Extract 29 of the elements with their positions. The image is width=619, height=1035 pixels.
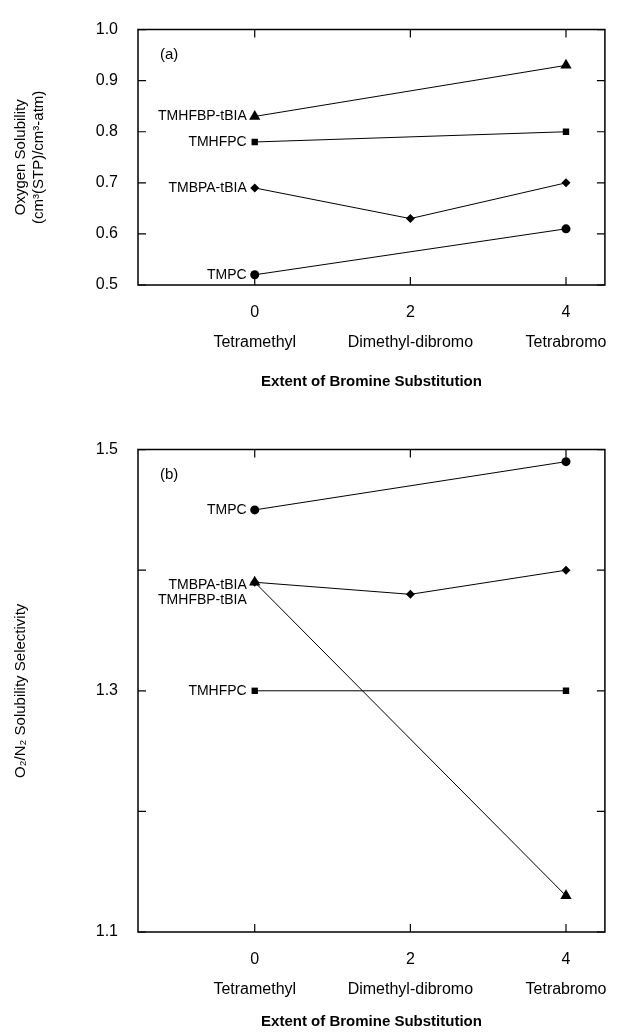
- annotation: (a): [160, 45, 179, 63]
- y-tick-label: 0.7: [95, 173, 119, 191]
- series-label: TMHFBP-tBIA: [158, 591, 248, 608]
- y-tick-label: 1.0: [95, 20, 119, 38]
- series-label: TMHFBP-tBIA: [158, 107, 248, 124]
- series-label: TMBPA-tBIA: [168, 178, 248, 195]
- x-tick-label: 2 Dimethyl-dibromo: [347, 302, 474, 351]
- y-tick-label: 0.8: [95, 122, 119, 140]
- x-axis-title: Extent of Bromine Substitution: [261, 372, 482, 390]
- y-tick-label: 0.6: [95, 224, 119, 242]
- y-axis-title: Oxygen Solubility (cm³(STP)/cm³-atm): [11, 90, 47, 224]
- x-tick-label: 4 Tetrabromo: [525, 302, 607, 351]
- x-tick-label: 4 Tetrabromo: [525, 949, 607, 998]
- y-tick-label: 1.1: [95, 922, 119, 940]
- y-tick-label: 0.9: [95, 71, 119, 89]
- series-label: TMHFPC: [188, 132, 247, 149]
- series-label: TMBPA-tBIA: [168, 576, 248, 593]
- series-label: TMPC: [207, 500, 247, 517]
- series-label: TMPC: [207, 265, 247, 282]
- y-tick-label: 1.5: [95, 440, 119, 458]
- y-tick-label: 0.5: [95, 275, 119, 293]
- y-axis-title: O₂/N₂ Solubility Selectivity: [11, 603, 29, 778]
- annotation: (b): [160, 465, 179, 483]
- x-axis-title: Extent of Bromine Substitution: [261, 1012, 482, 1030]
- x-tick-label: 0 Tetramethyl: [213, 949, 297, 998]
- series-label: TMHFPC: [188, 681, 247, 698]
- x-tick-label: 2 Dimethyl-dibromo: [347, 949, 474, 998]
- x-tick-label: 0 Tetramethyl: [213, 302, 297, 351]
- y-tick-label: 1.3: [95, 681, 119, 699]
